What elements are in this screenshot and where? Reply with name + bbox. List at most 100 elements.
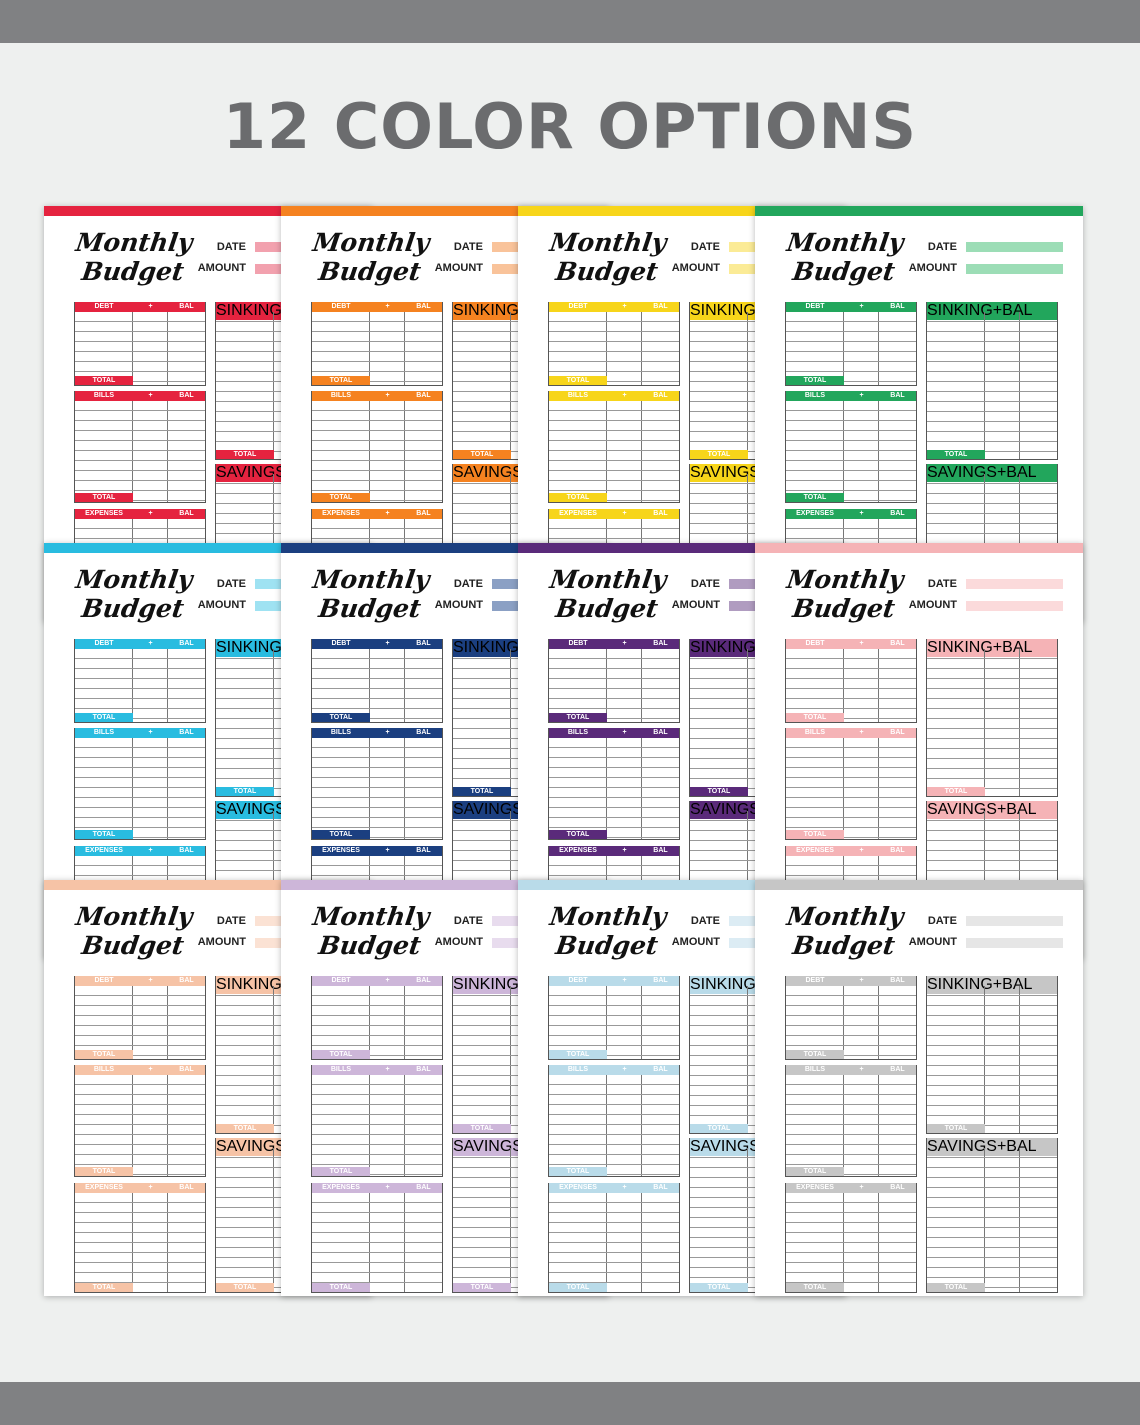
sinking-total: TOTAL <box>927 787 985 796</box>
debt-rows <box>549 986 679 1059</box>
debt-bal-label: BAL <box>179 977 194 984</box>
sinking-total: TOTAL <box>453 787 511 796</box>
date-label: DATE <box>690 578 720 590</box>
bills-rows <box>312 401 442 502</box>
expenses-plus-label: + <box>859 510 864 517</box>
amount-label: AMOUNT <box>908 599 957 611</box>
sheet-title-line1: Monthly <box>74 565 195 594</box>
expenses-rows <box>549 1193 679 1292</box>
sheet-title: Monthly Budget <box>307 565 435 623</box>
bills-plus-label: + <box>148 1066 153 1073</box>
debt-bal-label: BAL <box>653 977 668 984</box>
bills-table: BILLS + BAL TOTAL <box>548 728 680 840</box>
savings-total: TOTAL <box>216 1283 274 1292</box>
bills-label: BILLS <box>330 729 352 736</box>
amount-label: AMOUNT <box>671 936 720 948</box>
debt-table: DEBT + BAL TOTAL <box>785 639 917 723</box>
debt-bal-label: BAL <box>416 977 431 984</box>
expenses-label: EXPENSES <box>322 847 360 854</box>
debt-rows <box>786 649 916 722</box>
sheet-title-line2: Budget <box>553 257 660 286</box>
debt-bal-label: BAL <box>179 640 194 647</box>
debt-plus-label: + <box>859 977 864 984</box>
debt-table: DEBT + BAL TOTAL <box>785 302 917 386</box>
sheet-title-line2: Budget <box>316 931 423 960</box>
sheet-color-bar <box>755 880 1083 890</box>
bills-rows <box>549 1075 679 1176</box>
amount-label: AMOUNT <box>197 262 246 274</box>
sheet-title: Monthly Budget <box>70 902 198 960</box>
amount-label: AMOUNT <box>671 262 720 274</box>
sheet-color-bar <box>518 206 846 216</box>
sheet-title: Monthly Budget <box>307 228 435 286</box>
bills-plus-label: + <box>385 392 390 399</box>
sinking-plus-label: + <box>992 302 1003 319</box>
bills-total: TOTAL <box>75 830 133 839</box>
expenses-header: EXPENSES + BAL <box>786 509 916 519</box>
date-label: DATE <box>927 578 957 590</box>
sinking-rows <box>927 986 1057 1133</box>
expenses-table: EXPENSES + BAL TOTAL <box>74 1183 206 1293</box>
expenses-bal-label: BAL <box>179 510 194 517</box>
debt-rows <box>786 312 916 385</box>
sheet-title-line1: Monthly <box>785 228 906 257</box>
expenses-label: EXPENSES <box>796 847 834 854</box>
expenses-label: EXPENSES <box>559 1184 597 1191</box>
debt-total: TOTAL <box>549 713 607 722</box>
headline: 12 COLOR OPTIONS <box>222 90 918 163</box>
bills-label: BILLS <box>804 1066 826 1073</box>
date-label: DATE <box>690 915 720 927</box>
bills-rows <box>786 401 916 502</box>
bills-header: BILLS + BAL <box>786 728 916 738</box>
bills-table: BILLS + BAL TOTAL <box>74 1065 206 1177</box>
sinking-plus-label: + <box>992 639 1003 656</box>
bills-header: BILLS + BAL <box>549 391 679 401</box>
sinking-rows <box>927 649 1057 796</box>
bills-total: TOTAL <box>75 1167 133 1176</box>
debt-rows <box>549 312 679 385</box>
expenses-rows <box>312 1193 442 1292</box>
bills-table: BILLS + BAL TOTAL <box>311 391 443 503</box>
sheet-color-bar <box>44 543 372 553</box>
amount-label: AMOUNT <box>434 262 483 274</box>
bills-total: TOTAL <box>549 1167 607 1176</box>
bills-total: TOTAL <box>549 493 607 502</box>
bills-table: BILLS + BAL TOTAL <box>785 391 917 503</box>
expenses-plus-label: + <box>622 847 627 854</box>
expenses-bal-label: BAL <box>416 847 431 854</box>
debt-bal-label: BAL <box>416 303 431 310</box>
debt-total: TOTAL <box>786 376 844 385</box>
expenses-bal-label: BAL <box>890 510 905 517</box>
bills-total: TOTAL <box>75 493 133 502</box>
expenses-bal-label: BAL <box>179 847 194 854</box>
bills-rows <box>75 401 205 502</box>
sheet-color-bar <box>518 880 846 890</box>
amount-label: AMOUNT <box>434 936 483 948</box>
sheet-title-line1: Monthly <box>311 902 432 931</box>
bills-label: BILLS <box>330 1066 352 1073</box>
debt-rows <box>312 986 442 1059</box>
debt-label: DEBT <box>805 303 825 310</box>
bills-table: BILLS + BAL TOTAL <box>548 391 680 503</box>
sheet-title: Monthly Budget <box>544 565 672 623</box>
bills-label: BILLS <box>804 729 826 736</box>
expenses-plus-label: + <box>859 1184 864 1191</box>
sheet-title-line1: Monthly <box>548 228 669 257</box>
expenses-plus-label: + <box>385 847 390 854</box>
bills-table: BILLS + BAL TOTAL <box>311 1065 443 1177</box>
sheet-title-line2: Budget <box>316 594 423 623</box>
bills-label: BILLS <box>93 392 115 399</box>
debt-label: DEBT <box>94 303 114 310</box>
debt-table: DEBT + BAL TOTAL <box>548 639 680 723</box>
sheet-title: Monthly Budget <box>544 902 672 960</box>
savings-total: TOTAL <box>927 1283 985 1292</box>
debt-plus-label: + <box>622 640 627 647</box>
sheet-color-bar <box>755 206 1083 216</box>
expenses-label: EXPENSES <box>322 510 360 517</box>
expenses-total: TOTAL <box>75 1283 133 1292</box>
date-label: DATE <box>927 915 957 927</box>
expenses-total: TOTAL <box>549 1283 607 1292</box>
bills-plus-label: + <box>622 1066 627 1073</box>
debt-header: DEBT + BAL <box>312 302 442 312</box>
